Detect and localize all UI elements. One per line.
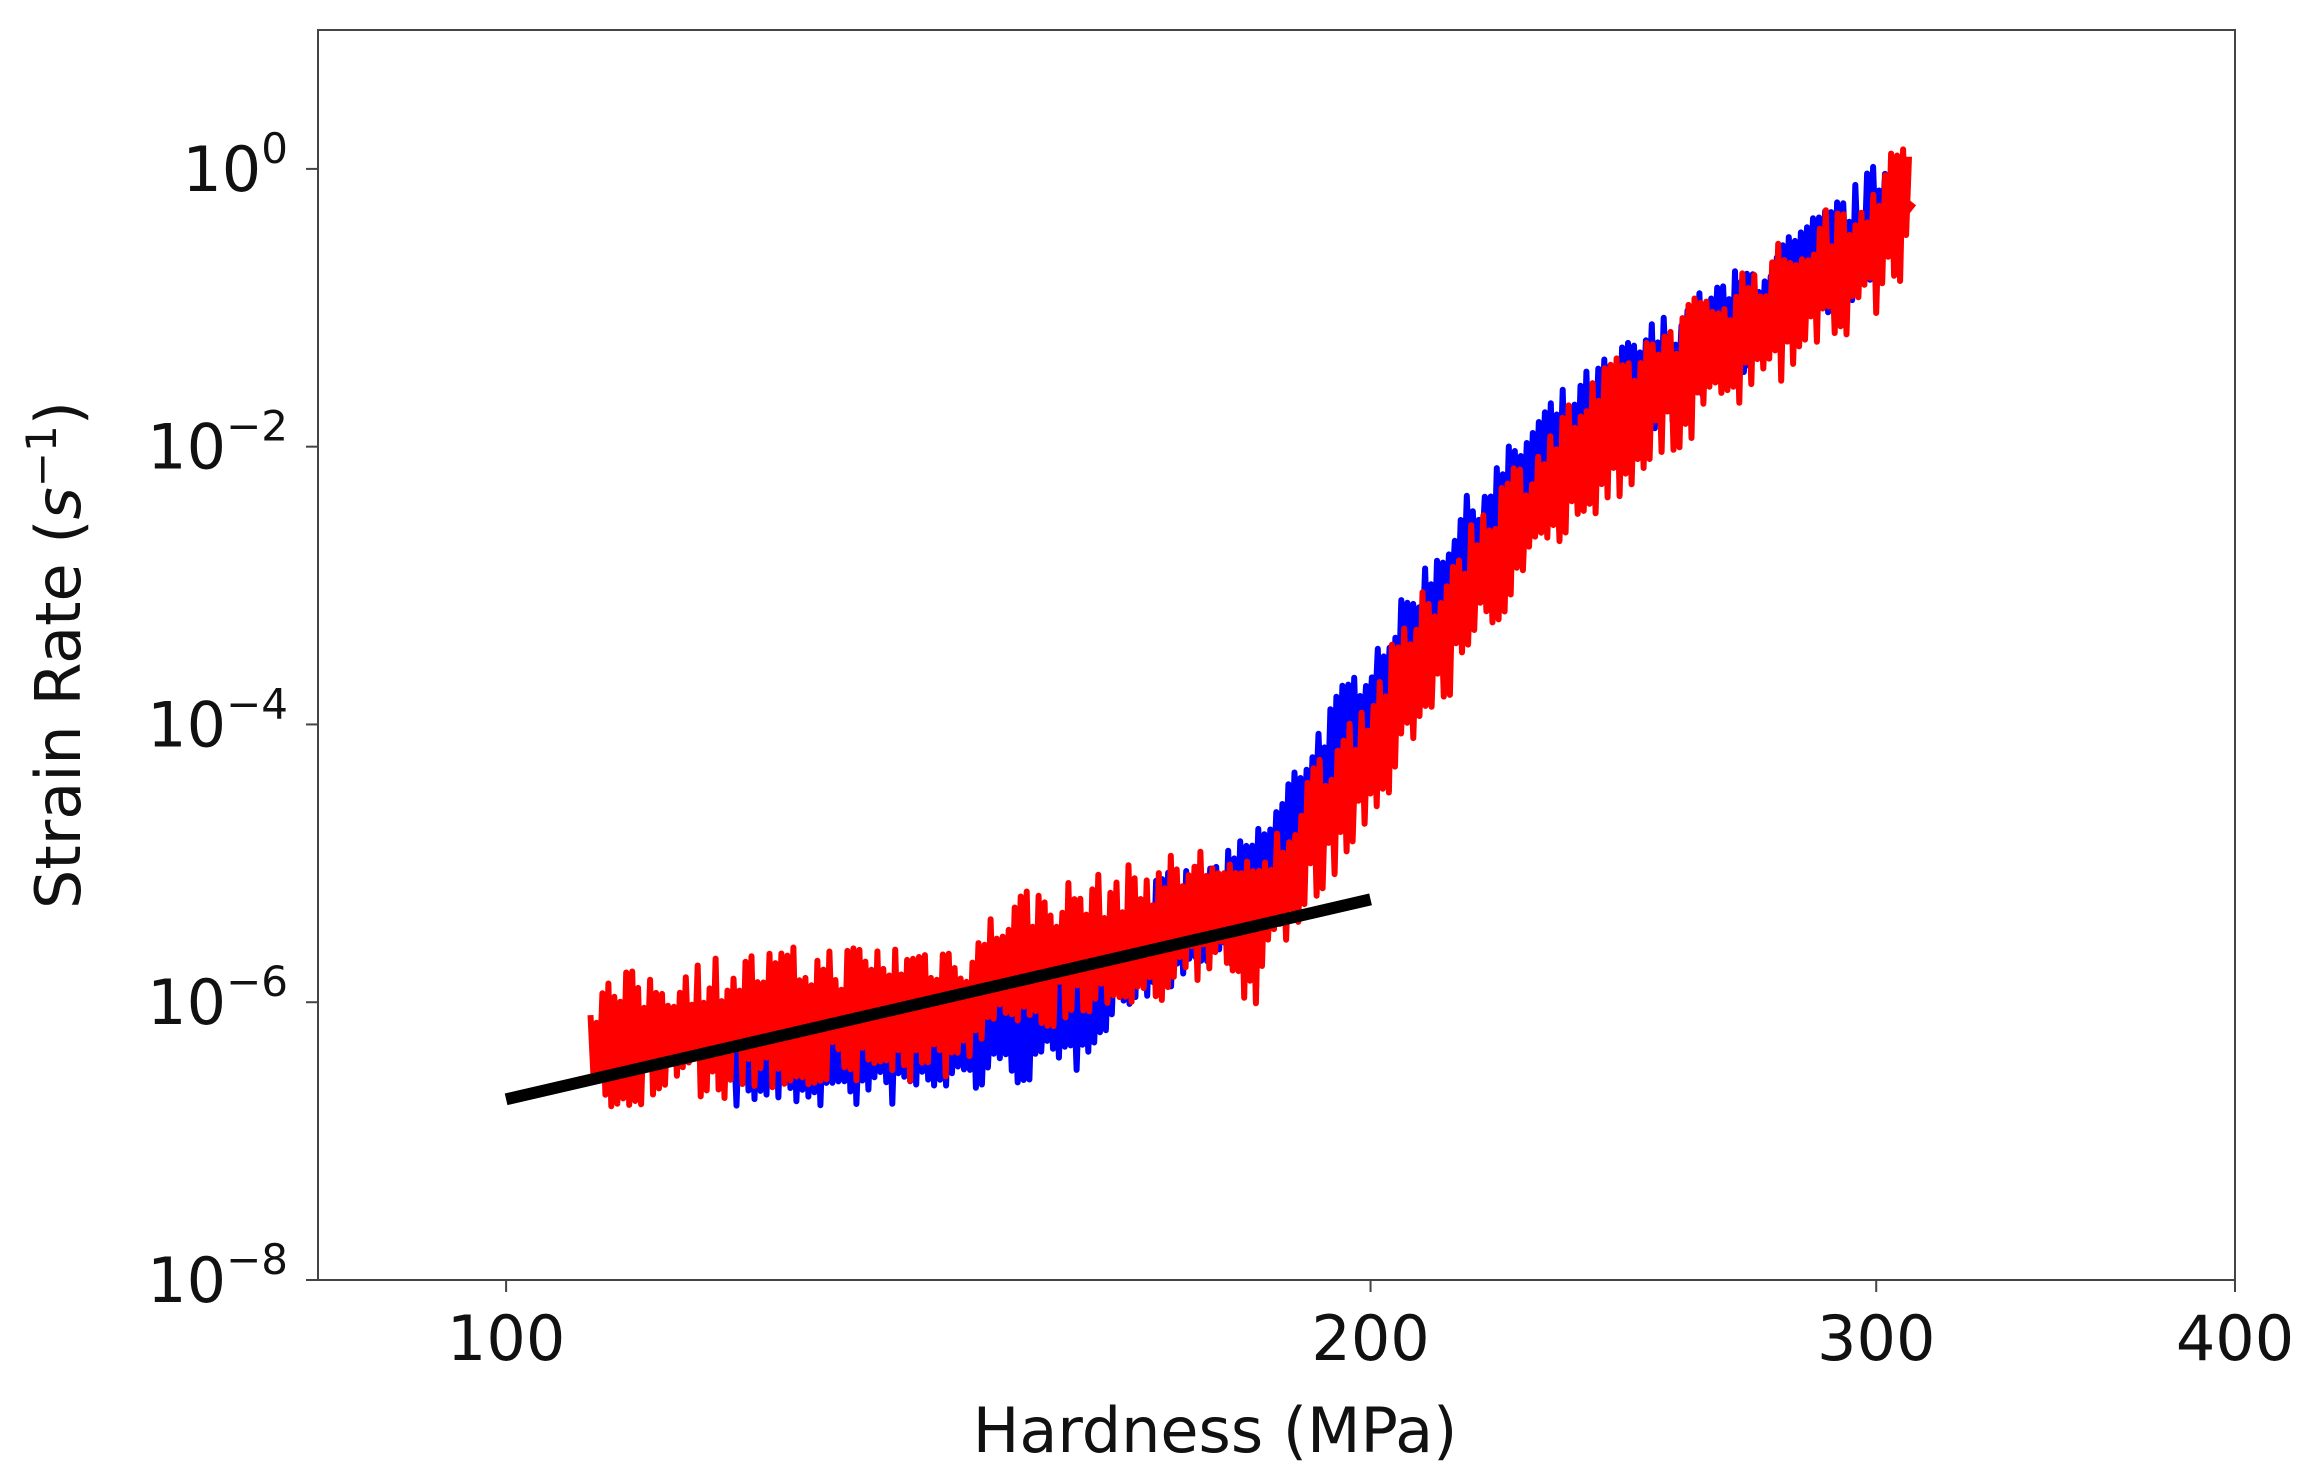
y-tick-label: 10−8 bbox=[147, 1235, 288, 1317]
y-tick-label: 10−2 bbox=[147, 402, 288, 484]
y-axis-title-var: s bbox=[22, 487, 95, 519]
y-tick-label: 100 bbox=[182, 124, 288, 206]
y-axis-title-exp: −1 bbox=[17, 425, 66, 487]
y-tick-label: 10−6 bbox=[147, 957, 288, 1039]
plot-frame bbox=[317, 29, 2236, 1281]
series-1 bbox=[587, 146, 1917, 1110]
x-axis-title: Hardness (MPa) bbox=[973, 1394, 1458, 1467]
y-axis-title-main: Strain Rate ( bbox=[22, 520, 95, 909]
series-noise-band bbox=[587, 146, 1912, 1110]
x-tick-label: 300 bbox=[1817, 1302, 1935, 1375]
y-tick-exponent: 0 bbox=[261, 124, 288, 173]
y-tick-exponent: −8 bbox=[226, 1235, 288, 1284]
y-tick-base: 10 bbox=[147, 1244, 226, 1317]
series-layer bbox=[504, 146, 1917, 1110]
y-axis-title: Strain Rate (s−1) bbox=[17, 401, 95, 909]
y-tick-base: 10 bbox=[147, 688, 226, 761]
fit-line bbox=[504, 893, 1372, 1106]
y-axis-title-close: ) bbox=[22, 401, 95, 425]
y-tick-base: 10 bbox=[147, 966, 226, 1039]
x-tick-label: 100 bbox=[447, 1302, 565, 1375]
y-tick-exponent: −6 bbox=[226, 957, 288, 1006]
x-tick-label: 400 bbox=[2176, 1302, 2294, 1375]
y-tick-base: 10 bbox=[147, 411, 226, 484]
series-2 bbox=[504, 893, 1372, 1106]
x-axis-ticks: 100 200 300 400 bbox=[447, 1280, 2294, 1375]
x-tick-label: 200 bbox=[1311, 1302, 1429, 1375]
y-tick-base: 10 bbox=[182, 133, 261, 206]
series-line bbox=[588, 194, 1917, 1060]
y-tick-exponent: −4 bbox=[226, 679, 288, 728]
y-tick-label: 10−4 bbox=[147, 679, 288, 761]
y-tick-exponent: −2 bbox=[226, 402, 288, 451]
